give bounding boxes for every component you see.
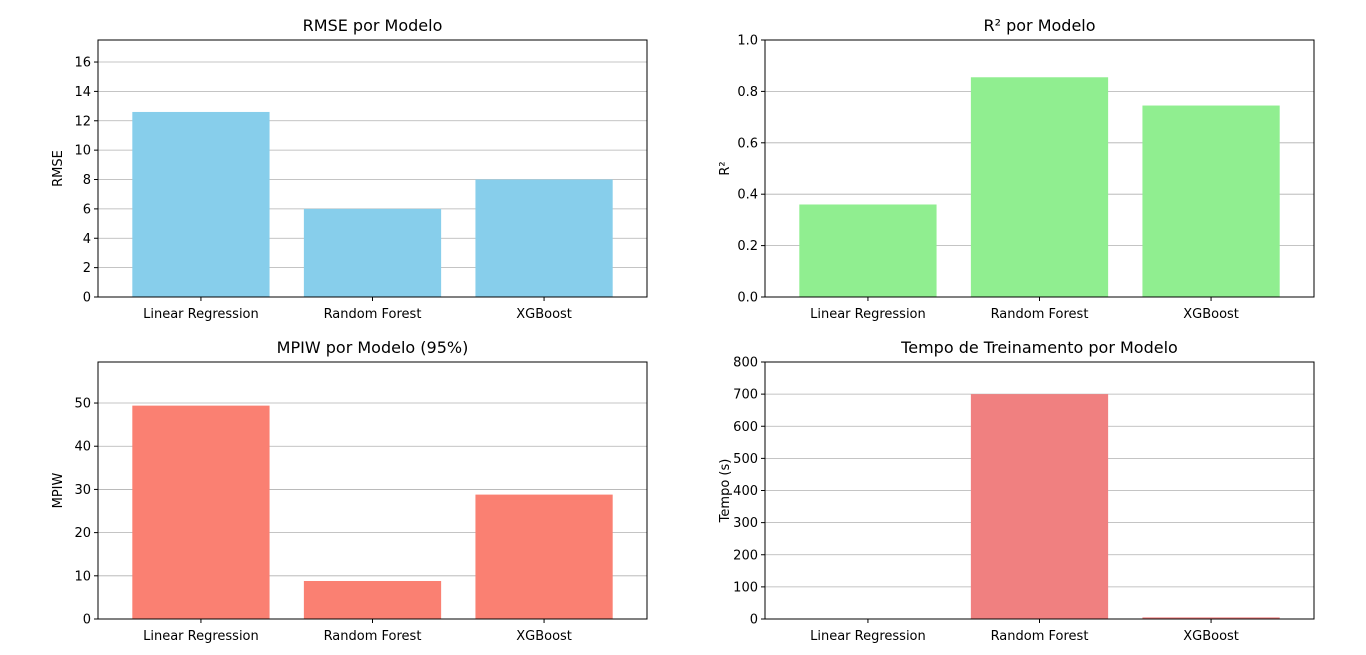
y-tick-label: 0.6 (737, 136, 758, 151)
y-tick-label: 20 (74, 526, 91, 541)
x-tick-label: Linear Regression (810, 629, 926, 644)
bar-random-forest (970, 77, 1109, 297)
x-tick-label: Random Forest (324, 629, 422, 644)
bar-linear-regression (132, 405, 270, 619)
y-axis-label: MPIW (51, 472, 66, 508)
y-tick-label: 8 (83, 173, 91, 188)
x-tick-label: XGBoost (1183, 307, 1239, 322)
x-tick-label: XGBoost (516, 307, 572, 322)
y-tick-label: 0.8 (737, 85, 758, 100)
bar-random-forest (303, 580, 442, 619)
chart-title: RMSE por Modelo (303, 16, 443, 35)
y-tick-label: 4 (83, 232, 91, 247)
y-tick-label: 600 (733, 420, 758, 435)
x-tick-label: XGBoost (1183, 629, 1239, 644)
x-tick-label: Random Forest (991, 629, 1089, 644)
x-tick-label: Linear Regression (143, 307, 259, 322)
y-tick-label: 0 (750, 613, 758, 628)
y-tick-label: 300 (733, 516, 758, 531)
y-tick-label: 0.0 (737, 291, 758, 306)
bar-xgboost (1142, 617, 1280, 619)
chart-panel-2: 0.0 0.2 0.4 0.6 0.8 1.0 Linear Regression Rando… (718, 16, 1315, 322)
bar-xgboost (475, 179, 613, 297)
bar-random-forest (970, 394, 1109, 619)
y-tick-label: 800 (733, 356, 758, 371)
y-tick-label: 6 (83, 202, 91, 217)
y-tick-label: 10 (74, 569, 91, 584)
y-axis-label: R² (718, 161, 733, 175)
chart-title: Tempo de Treinamento por Modelo (900, 338, 1178, 357)
chart-title: R² por Modelo (983, 16, 1095, 35)
y-tick-label: 10 (74, 144, 91, 159)
y-tick-label: 400 (733, 484, 758, 499)
x-tick-label: Random Forest (324, 307, 422, 322)
x-tick-label: Linear Regression (810, 307, 926, 322)
chart-panel-3: 0 10 20 30 40 50 Linear Regression Random Fores… (51, 338, 648, 644)
y-axis-label: Tempo (s) (718, 459, 733, 524)
x-tick-label: XGBoost (516, 629, 572, 644)
bar-random-forest (303, 208, 442, 297)
y-tick-label: 30 (74, 483, 91, 498)
y-tick-label: 40 (74, 440, 91, 455)
y-axis-label: RMSE (51, 150, 66, 187)
bar-xgboost (1142, 105, 1280, 297)
y-tick-label: 100 (733, 580, 758, 595)
chart-panel-1: 0 2 4 6 8 10 12 14 16 Linear Regression Random For… (51, 16, 648, 322)
x-tick-label: Random Forest (991, 307, 1089, 322)
y-tick-label: 12 (74, 114, 91, 129)
y-tick-label: 500 (733, 452, 758, 467)
y-tick-label: 14 (74, 85, 91, 100)
y-tick-label: 1.0 (737, 34, 758, 49)
chart-panel-4: 0 100 200 300 400 500 600 700 800 Linear Regressi… (718, 338, 1315, 644)
chart-title: MPIW por Modelo (95%) (277, 338, 469, 357)
y-tick-label: 50 (74, 397, 91, 412)
y-tick-label: 0.4 (737, 188, 758, 203)
bar-xgboost (475, 494, 613, 619)
y-tick-label: 0 (83, 613, 91, 628)
bar-linear-regression (799, 204, 937, 297)
y-tick-label: 16 (74, 56, 91, 71)
y-tick-label: 200 (733, 548, 758, 563)
y-tick-label: 0 (83, 291, 91, 306)
y-tick-label: 2 (83, 261, 91, 276)
y-tick-label: 0.2 (737, 239, 758, 254)
y-tick-label: 700 (733, 388, 758, 403)
x-tick-label: Linear Regression (143, 629, 259, 644)
bar-linear-regression (132, 111, 270, 298)
